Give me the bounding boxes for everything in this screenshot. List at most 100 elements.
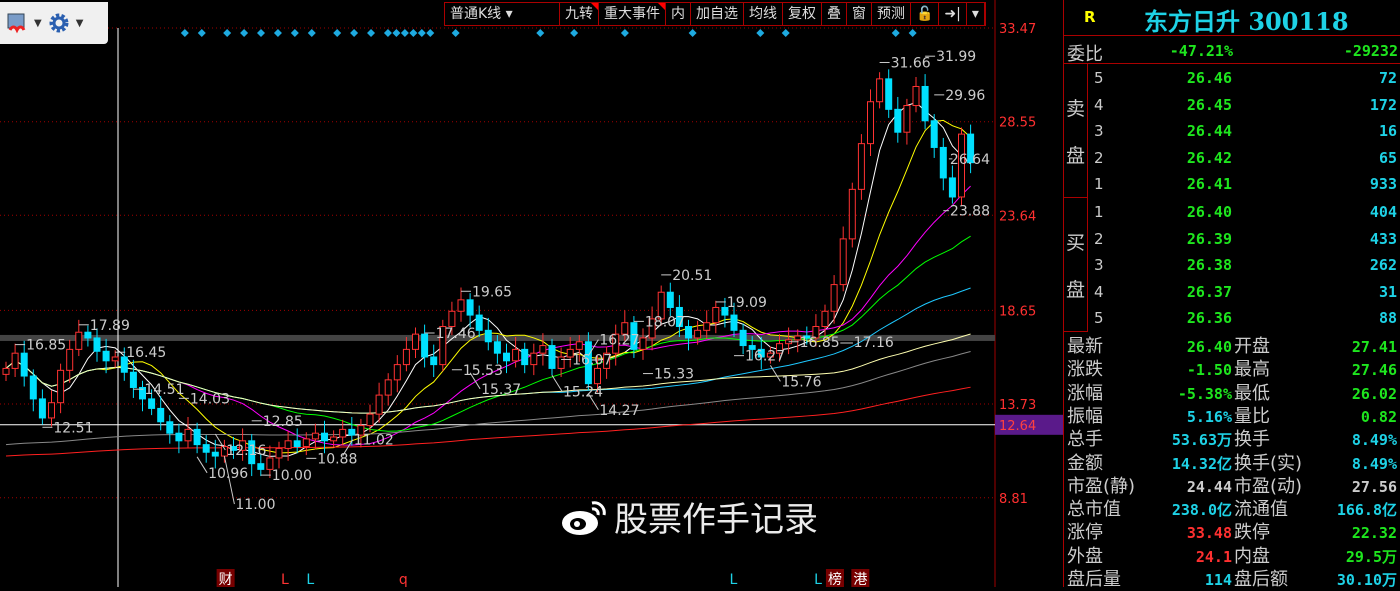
sell-price: 26.45 (1186, 95, 1232, 114)
buy-level: 5 (1094, 309, 1104, 327)
candle (139, 380, 146, 412)
candle-body (803, 335, 811, 339)
screenshot-icon[interactable] (6, 12, 28, 34)
candle (839, 226, 847, 292)
candle-body (657, 291, 665, 320)
price-annotation: 12.51 (53, 420, 93, 436)
toolbar-item[interactable]: ➜| (939, 3, 967, 25)
candle-body (248, 440, 256, 465)
stat-label: 市盈(动) (1234, 475, 1303, 497)
candle (493, 335, 501, 364)
toolbar-item[interactable]: 加自选 (691, 3, 744, 25)
chevron-down-icon[interactable]: ▼ (75, 17, 84, 29)
candle-body (239, 440, 247, 451)
marker-bg (851, 569, 870, 587)
event-diamond-icon[interactable] (781, 29, 790, 37)
event-diamond-icon[interactable] (350, 29, 359, 37)
toolbar-item[interactable]: 🔓 (911, 3, 940, 25)
toolbar-item[interactable]: 复权 (783, 3, 822, 25)
bottom-event-marker[interactable]: L (281, 572, 289, 587)
candle-body (575, 341, 583, 350)
candle-body (548, 345, 556, 369)
candle (75, 319, 83, 357)
price-annotation: 17.89 (90, 318, 130, 334)
candle-body (930, 120, 938, 148)
sell-price: 26.42 (1186, 148, 1232, 167)
stat-label: 最高 (1234, 359, 1270, 381)
event-diamond-icon[interactable] (290, 29, 299, 37)
candle-body (11, 352, 19, 369)
event-diamond-icon[interactable] (333, 29, 342, 37)
bottom-event-marker[interactable]: L (814, 572, 822, 587)
event-diamond-icon[interactable] (223, 29, 232, 37)
candle-body (120, 356, 128, 373)
stat-value: 29.5万 (1345, 547, 1397, 566)
event-diamond-icon[interactable] (908, 29, 917, 37)
candle-body (812, 326, 820, 339)
toolbar-item[interactable]: 九转 (560, 3, 599, 25)
candle (202, 435, 210, 463)
y-tick-label: 23.64 (999, 209, 1036, 224)
candle (721, 297, 729, 328)
candle-body (184, 428, 192, 442)
event-diamond-icon[interactable] (400, 29, 409, 37)
event-diamond-icon[interactable] (451, 29, 460, 37)
bottom-event-marker[interactable]: q (399, 572, 408, 587)
price-annotation: 31.66 (891, 55, 931, 71)
price-annotation: 16.85 (26, 338, 66, 354)
event-diamond-icon[interactable] (570, 29, 579, 37)
toolbar-item[interactable]: 普通K线 ▾ (445, 3, 560, 25)
candle (257, 454, 265, 477)
event-diamond-icon[interactable] (392, 29, 401, 37)
bottom-event-marker[interactable]: L (729, 572, 737, 587)
candle-body (475, 314, 483, 331)
gear-icon[interactable] (48, 12, 70, 34)
event-diamond-icon[interactable] (240, 29, 249, 37)
chevron-down-icon[interactable]: ▼ (34, 17, 42, 29)
candle (466, 293, 474, 328)
candle (193, 422, 201, 454)
event-diamond-icon[interactable] (273, 29, 282, 37)
candle (594, 356, 601, 393)
kline-chart[interactable]: 33.47 28.55 23.64 18.65 13.73 8.81 12.64 16.85 1… (0, 0, 1063, 587)
event-diamond-icon[interactable] (367, 29, 376, 37)
bottom-event-marker[interactable]: 榜 (828, 571, 842, 587)
price-annotation: 16.07 (572, 352, 612, 368)
event-diamond-icon[interactable] (536, 29, 545, 37)
candle (948, 165, 956, 204)
toolbar-item[interactable]: ▾ (967, 3, 985, 25)
event-diamond-icon[interactable] (307, 29, 316, 37)
event-diamond-icon[interactable] (180, 29, 189, 37)
event-diamond-icon[interactable] (688, 29, 697, 37)
candle-body (584, 341, 592, 385)
candle (521, 342, 529, 374)
stat-value: 0.82 (1360, 407, 1397, 426)
event-diamond-icon[interactable] (197, 29, 206, 37)
toolbar-item[interactable]: 重大事件 (599, 3, 666, 25)
bottom-event-marker[interactable]: L (306, 572, 314, 587)
sell-level: 4 (1094, 95, 1104, 114)
event-diamond-icon[interactable] (257, 29, 266, 37)
event-diamond-icon[interactable] (891, 29, 900, 37)
toolbar-item[interactable]: 均线 (744, 3, 783, 25)
event-diamond-icon[interactable] (417, 29, 426, 37)
candle-body (675, 306, 683, 328)
candle-body (448, 310, 456, 328)
candle-body (566, 348, 574, 358)
candle-body (503, 352, 510, 362)
sell-volume: 72 (1378, 69, 1397, 87)
bottom-event-marker[interactable]: 财 (219, 572, 233, 587)
toolbar-item[interactable]: 预测 (872, 3, 911, 25)
candle (239, 428, 247, 461)
event-diamond-icon[interactable] (756, 29, 765, 37)
toolbar-item[interactable]: 窗 (847, 3, 872, 25)
event-diamond-icon[interactable] (383, 29, 392, 37)
event-diamond-icon[interactable] (620, 29, 629, 37)
event-diamond-icon[interactable] (426, 29, 435, 37)
toolbar-item[interactable]: 内 (666, 3, 691, 25)
bottom-event-marker[interactable]: 港 (853, 572, 867, 587)
stat-value: 5.16% (1186, 407, 1232, 426)
event-diamond-icon[interactable] (409, 29, 418, 37)
toolbar-item[interactable]: 叠 (822, 3, 847, 25)
